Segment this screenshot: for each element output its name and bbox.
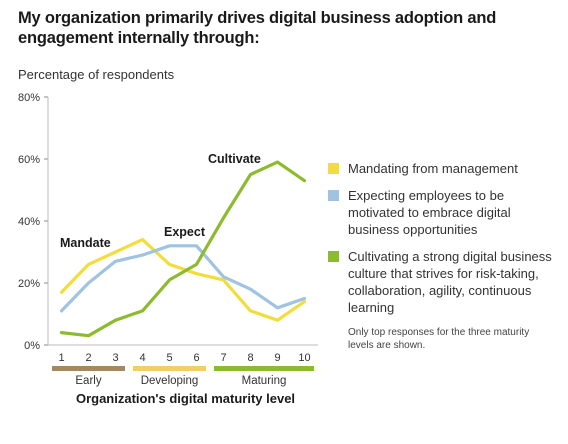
x-tick-label: 2 [85, 352, 91, 364]
legend-swatch [328, 251, 339, 262]
y-tick-label: 20% [18, 278, 40, 290]
annotation-label: Mandate [60, 236, 111, 250]
legend-item-mandating: Mandating from management [328, 160, 558, 177]
y-tick-label: 40% [18, 216, 40, 228]
annotation-label: Cultivate [208, 152, 261, 166]
series-line-3 [59, 160, 307, 338]
maturity-band [214, 366, 314, 371]
maturity-group-label: Maturing [242, 375, 287, 387]
x-tick-label: 8 [247, 352, 253, 364]
maturity-group-label: Early [75, 375, 101, 387]
x-tick-label: 6 [193, 352, 199, 364]
x-axis: 1 2 3 4 5 6 7 8 9 10 Early Developing Maturing [52, 352, 314, 387]
legend-label: Expecting employees to be motivated to e… [348, 188, 511, 237]
annotations: Mandate Expect Cultivate [60, 152, 261, 250]
legend-swatch [328, 190, 339, 201]
maturity-band [52, 366, 125, 371]
y-axis-title: Percentage of respondents [18, 67, 175, 82]
series-lines [59, 160, 307, 338]
legend-item-cultivating: Cultivating a strong digital business cu… [328, 248, 558, 316]
y-tick-label: 80% [18, 92, 40, 104]
annotation-label: Expect [164, 225, 206, 239]
maturity-group-label: Developing [141, 375, 199, 387]
x-tick-label: 4 [139, 352, 145, 364]
x-axis-title: Organization's digital maturity level [75, 391, 296, 406]
series-line-1 [59, 238, 307, 322]
x-tick-label: 7 [220, 352, 226, 364]
x-tick-label: 3 [112, 352, 118, 364]
legend-swatch [328, 163, 339, 174]
y-tick-label: 60% [18, 154, 40, 166]
chart-title: My organization primarily drives digital… [18, 9, 497, 47]
legend-item-expecting: Expecting employees to be motivated to e… [328, 187, 558, 238]
series-line-2 [59, 244, 307, 313]
x-tick-label: 5 [166, 352, 172, 364]
y-tick-label: 0% [24, 340, 40, 352]
x-tick-label: 1 [58, 352, 64, 364]
legend: Mandating from management Expecting empl… [328, 160, 558, 326]
maturity-band [133, 366, 206, 371]
legend-label: Cultivating a strong digital business cu… [348, 249, 552, 315]
footnote: Only top responses for the three maturit… [348, 327, 530, 351]
x-tick-label: 9 [274, 352, 280, 364]
x-tick-label: 10 [298, 352, 310, 364]
legend-label: Mandating from management [348, 161, 518, 176]
axes: 0% 20% 40% 60% 80% [18, 92, 318, 352]
